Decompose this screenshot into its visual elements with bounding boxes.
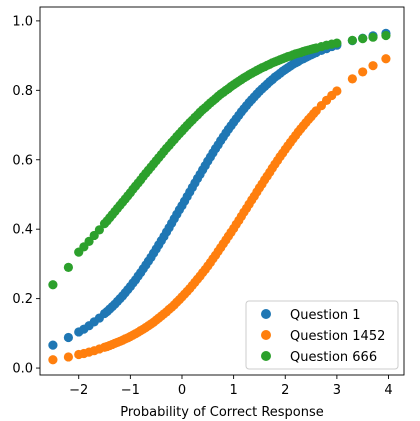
x-tick-label: 1 (229, 383, 237, 398)
x-tick-label: −1 (121, 383, 140, 398)
legend-label-question-666: Question 666 (290, 350, 377, 365)
plot-frame (39, 6, 405, 376)
point-series-1-93 (332, 86, 342, 96)
y-tick-label: 0.4 (12, 223, 33, 238)
point-series-1-96 (368, 61, 378, 71)
point-series-0-1 (63, 332, 73, 343)
point-series-1-95 (358, 67, 368, 77)
legend: Question 1 Question 1452 Question 666 (245, 300, 399, 370)
y-axis: 0.0 0.2 0.4 0.6 0.8 1.0 (12, 14, 40, 377)
x-tick-label: 3 (333, 383, 341, 398)
y-tick-label: 0.2 (12, 292, 33, 307)
x-axis-label: Probability of Correct Response (120, 405, 324, 420)
point-series-2-95 (358, 33, 368, 44)
point-series-1-94 (347, 74, 357, 84)
y-tick-label: 0.0 (12, 362, 33, 377)
legend-label-question-1: Question 1 (290, 308, 361, 323)
point-series-2-1 (63, 262, 73, 272)
point-series-2-6 (94, 225, 104, 235)
point-series-2-96 (368, 32, 378, 42)
x-tick-label: 2 (281, 383, 289, 398)
legend-box (245, 300, 399, 370)
y-tick-label: 0.6 (12, 153, 33, 168)
y-tick-label: 0.8 (12, 84, 33, 99)
x-axis: −2 −1 0 1 2 3 4 (69, 375, 393, 398)
y-tick-label: 1.0 (12, 14, 33, 29)
point-series-1-0 (48, 355, 58, 365)
point-series-2-93 (332, 38, 342, 48)
point-series-1-1 (63, 352, 73, 362)
point-series-2-0 (48, 280, 58, 290)
legend-marker-question-1 (261, 309, 271, 319)
legend-marker-question-1452 (261, 330, 271, 340)
point-series-2-94 (347, 35, 357, 45)
legend-label-question-1452: Question 1452 (290, 329, 385, 344)
point-series-1-97 (381, 54, 391, 64)
legend-marker-question-666 (261, 351, 271, 361)
data-points (48, 28, 391, 365)
point-series-0-0 (48, 340, 58, 350)
x-tick-label: −2 (69, 383, 88, 398)
point-series-2-97 (381, 30, 391, 41)
x-tick-label: 0 (178, 383, 186, 398)
x-tick-label: 4 (384, 383, 392, 398)
